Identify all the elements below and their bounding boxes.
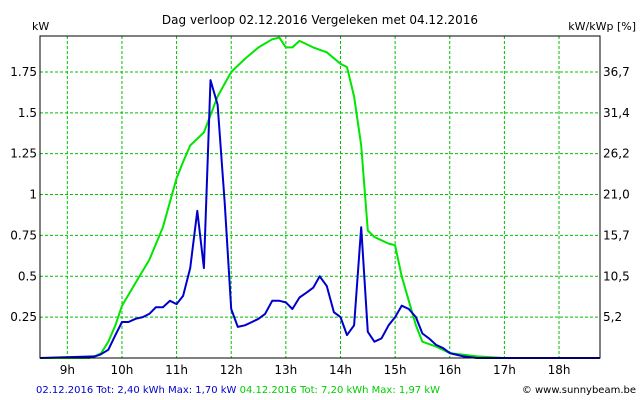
y-tick-label: 0.5	[18, 269, 37, 283]
y2-tick-label: 10,5	[603, 269, 630, 283]
left-axis-unit: kW	[32, 20, 49, 33]
x-tick-label: 18h	[548, 363, 571, 377]
right-axis-unit: kW/kWp [%]	[568, 20, 636, 33]
y2-tick-label: 5,2	[603, 310, 622, 324]
y2-tick-label: 26,2	[603, 147, 630, 161]
x-tick-label: 11h	[165, 363, 188, 377]
x-tick-label: 16h	[438, 363, 461, 377]
chart-title: Dag verloop 02.12.2016 Vergeleken met 04…	[162, 13, 478, 27]
footer-credit: © www.sunnybeam.be	[522, 385, 636, 396]
y-tick-label: 1.75	[10, 65, 37, 79]
x-tick-label: 12h	[220, 363, 243, 377]
legend-series-2: 04.12.2016 Tot: 7,20 kWh Max: 1,97 kW	[240, 385, 441, 396]
y2-tick-label: 31,4	[603, 106, 630, 120]
x-tick-label: 15h	[384, 363, 407, 377]
y2-tick-label: 36,7	[603, 65, 630, 79]
y2-tick-label: 21,0	[603, 188, 630, 202]
series-line-2	[40, 36, 600, 359]
x-tick-label: 10h	[111, 363, 134, 377]
series-lines	[39, 36, 600, 359]
y2-tick-label: 15,7	[603, 228, 630, 242]
y-tick-label: 1.5	[18, 106, 37, 120]
y-tick-label: 0.75	[10, 228, 37, 242]
x-tick-label: 13h	[274, 363, 297, 377]
y-tick-label: 1	[29, 188, 37, 202]
y-tick-label: 0.25	[10, 310, 37, 324]
series-line-1	[39, 79, 600, 359]
x-tick-label: 9h	[60, 363, 75, 377]
footer-legend: 02.12.2016 Tot: 2,40 kWh Max: 1,70 kW 04…	[36, 385, 440, 396]
tick-labels: 9h 10h 11h 12h 13h 14h 15h 16h 17h 18h 0.25 5,2 0.5 1…	[10, 65, 629, 377]
x-tick-label: 14h	[329, 363, 352, 377]
x-tick-label: 17h	[493, 363, 516, 377]
legend-series-1: 02.12.2016 Tot: 2,40 kWh Max: 1,70 kW	[36, 385, 237, 396]
plot-area	[40, 36, 600, 358]
plot-frame	[39, 35, 601, 359]
y-tick-label: 1.25	[10, 147, 37, 161]
